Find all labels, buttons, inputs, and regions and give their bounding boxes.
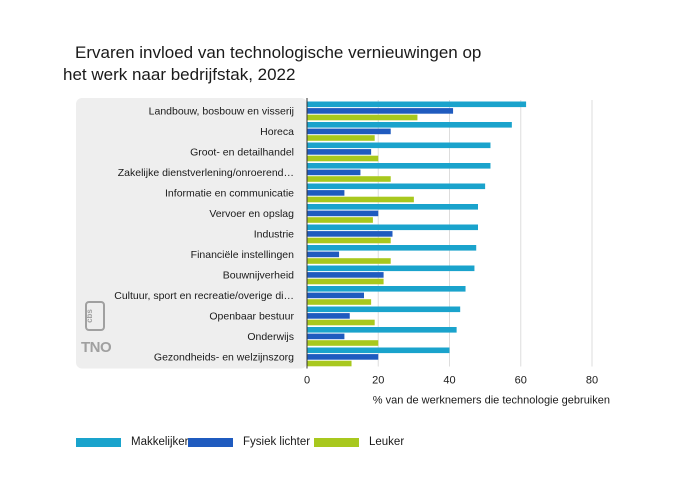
legend-swatch (76, 437, 121, 447)
bar-leuker (307, 196, 414, 203)
category-label: Financiële instellingen (191, 249, 294, 261)
bar-leuker (307, 340, 379, 346)
category-label: Gezondheids- en welzijnszorg (154, 351, 294, 363)
bar-leuker (307, 237, 391, 244)
bar-leuker (307, 360, 352, 367)
chart-title-line-1: Ervaren invloed van technologische verni… (75, 43, 482, 62)
bar-fysiek-lichter (307, 272, 384, 278)
cbs-logo-text: cbs (85, 309, 94, 323)
bar-makkelijker (307, 224, 478, 231)
bar-leuker (307, 299, 372, 305)
bar-leuker (307, 319, 375, 326)
category-label: Vervoer en opslag (209, 208, 294, 220)
bar-fysiek-lichter (307, 169, 361, 176)
legend-item: Fysiek lichter (188, 434, 310, 450)
bar-leuker (307, 114, 418, 121)
bar-leuker (307, 258, 391, 264)
bar-makkelijker (307, 286, 466, 292)
bar-makkelijker (307, 142, 491, 149)
x-tick-label: 40 (443, 375, 455, 387)
bar-makkelijker (307, 245, 477, 251)
bar-leuker (307, 176, 391, 182)
category-label: Bouwnijverheid (223, 269, 294, 281)
category-label: Landbouw, bosbouw en visserij (149, 105, 294, 117)
bar-leuker (307, 217, 373, 223)
x-tick-label: 60 (515, 375, 527, 387)
bar-makkelijker (307, 306, 461, 313)
bar-fysiek-lichter (307, 190, 345, 196)
legend-swatch (188, 437, 233, 447)
legend-label: Leuker (369, 436, 405, 448)
bar-fysiek-lichter (307, 108, 454, 114)
bar-makkelijker (307, 163, 491, 169)
bar-fysiek-lichter (307, 231, 393, 237)
bar-fysiek-lichter (307, 313, 350, 319)
cbs-logo-icon: cbs (85, 301, 105, 331)
bar-makkelijker (307, 183, 486, 190)
x-tick-label: 0 (304, 375, 310, 387)
bar-fysiek-lichter (307, 354, 379, 360)
category-label: Informatie en communicatie (165, 187, 294, 199)
legend-label: Makkelijker (131, 436, 189, 448)
bar-leuker (307, 278, 384, 285)
category-label: Horeca (260, 126, 294, 138)
category-label: Openbaar bestuur (209, 310, 294, 322)
bar-leuker (307, 135, 375, 141)
x-tick-label: 80 (586, 375, 598, 387)
bar-makkelijker (307, 204, 478, 210)
legend-label: Fysiek lichter (243, 436, 311, 448)
category-label: Groot- en detailhandel (190, 146, 294, 158)
bar-fysiek-lichter (307, 128, 391, 135)
bar-makkelijker (307, 265, 475, 272)
legend-swatch (314, 437, 359, 447)
chart-legend: Makkelijker Fysiek lichter Leuker (0, 434, 700, 454)
category-panel (76, 98, 307, 369)
bar-fysiek-lichter (307, 149, 372, 155)
chart-title: Ervaren invloed van technologische verni… (63, 42, 533, 86)
bar-fysiek-lichter (307, 292, 364, 299)
legend-item: Leuker (314, 434, 404, 450)
chart-title-line-2: het werk naar bedrijfstak, 2022 (63, 65, 296, 84)
category-label: Cultuur, sport en recreatie/overige di… (114, 290, 294, 302)
category-label: Onderwijs (247, 331, 294, 343)
bar-makkelijker (307, 101, 527, 108)
x-axis-label: % van de werknemers die technologie gebr… (373, 395, 610, 407)
bar-makkelijker (307, 327, 457, 333)
tno-logo: TNO (81, 339, 112, 356)
bar-leuker (307, 155, 379, 162)
category-label: Industrie (254, 228, 294, 240)
bar-fysiek-lichter (307, 210, 379, 217)
x-tick-label: 20 (372, 375, 384, 387)
bar-fysiek-lichter (307, 333, 345, 340)
bar-makkelijker (307, 347, 450, 354)
bar-makkelijker (307, 122, 512, 128)
bar-fysiek-lichter (307, 251, 340, 258)
legend-item: Makkelijker (76, 434, 189, 450)
category-label: Zakelijke dienstverlening/onroerend… (118, 167, 294, 179)
